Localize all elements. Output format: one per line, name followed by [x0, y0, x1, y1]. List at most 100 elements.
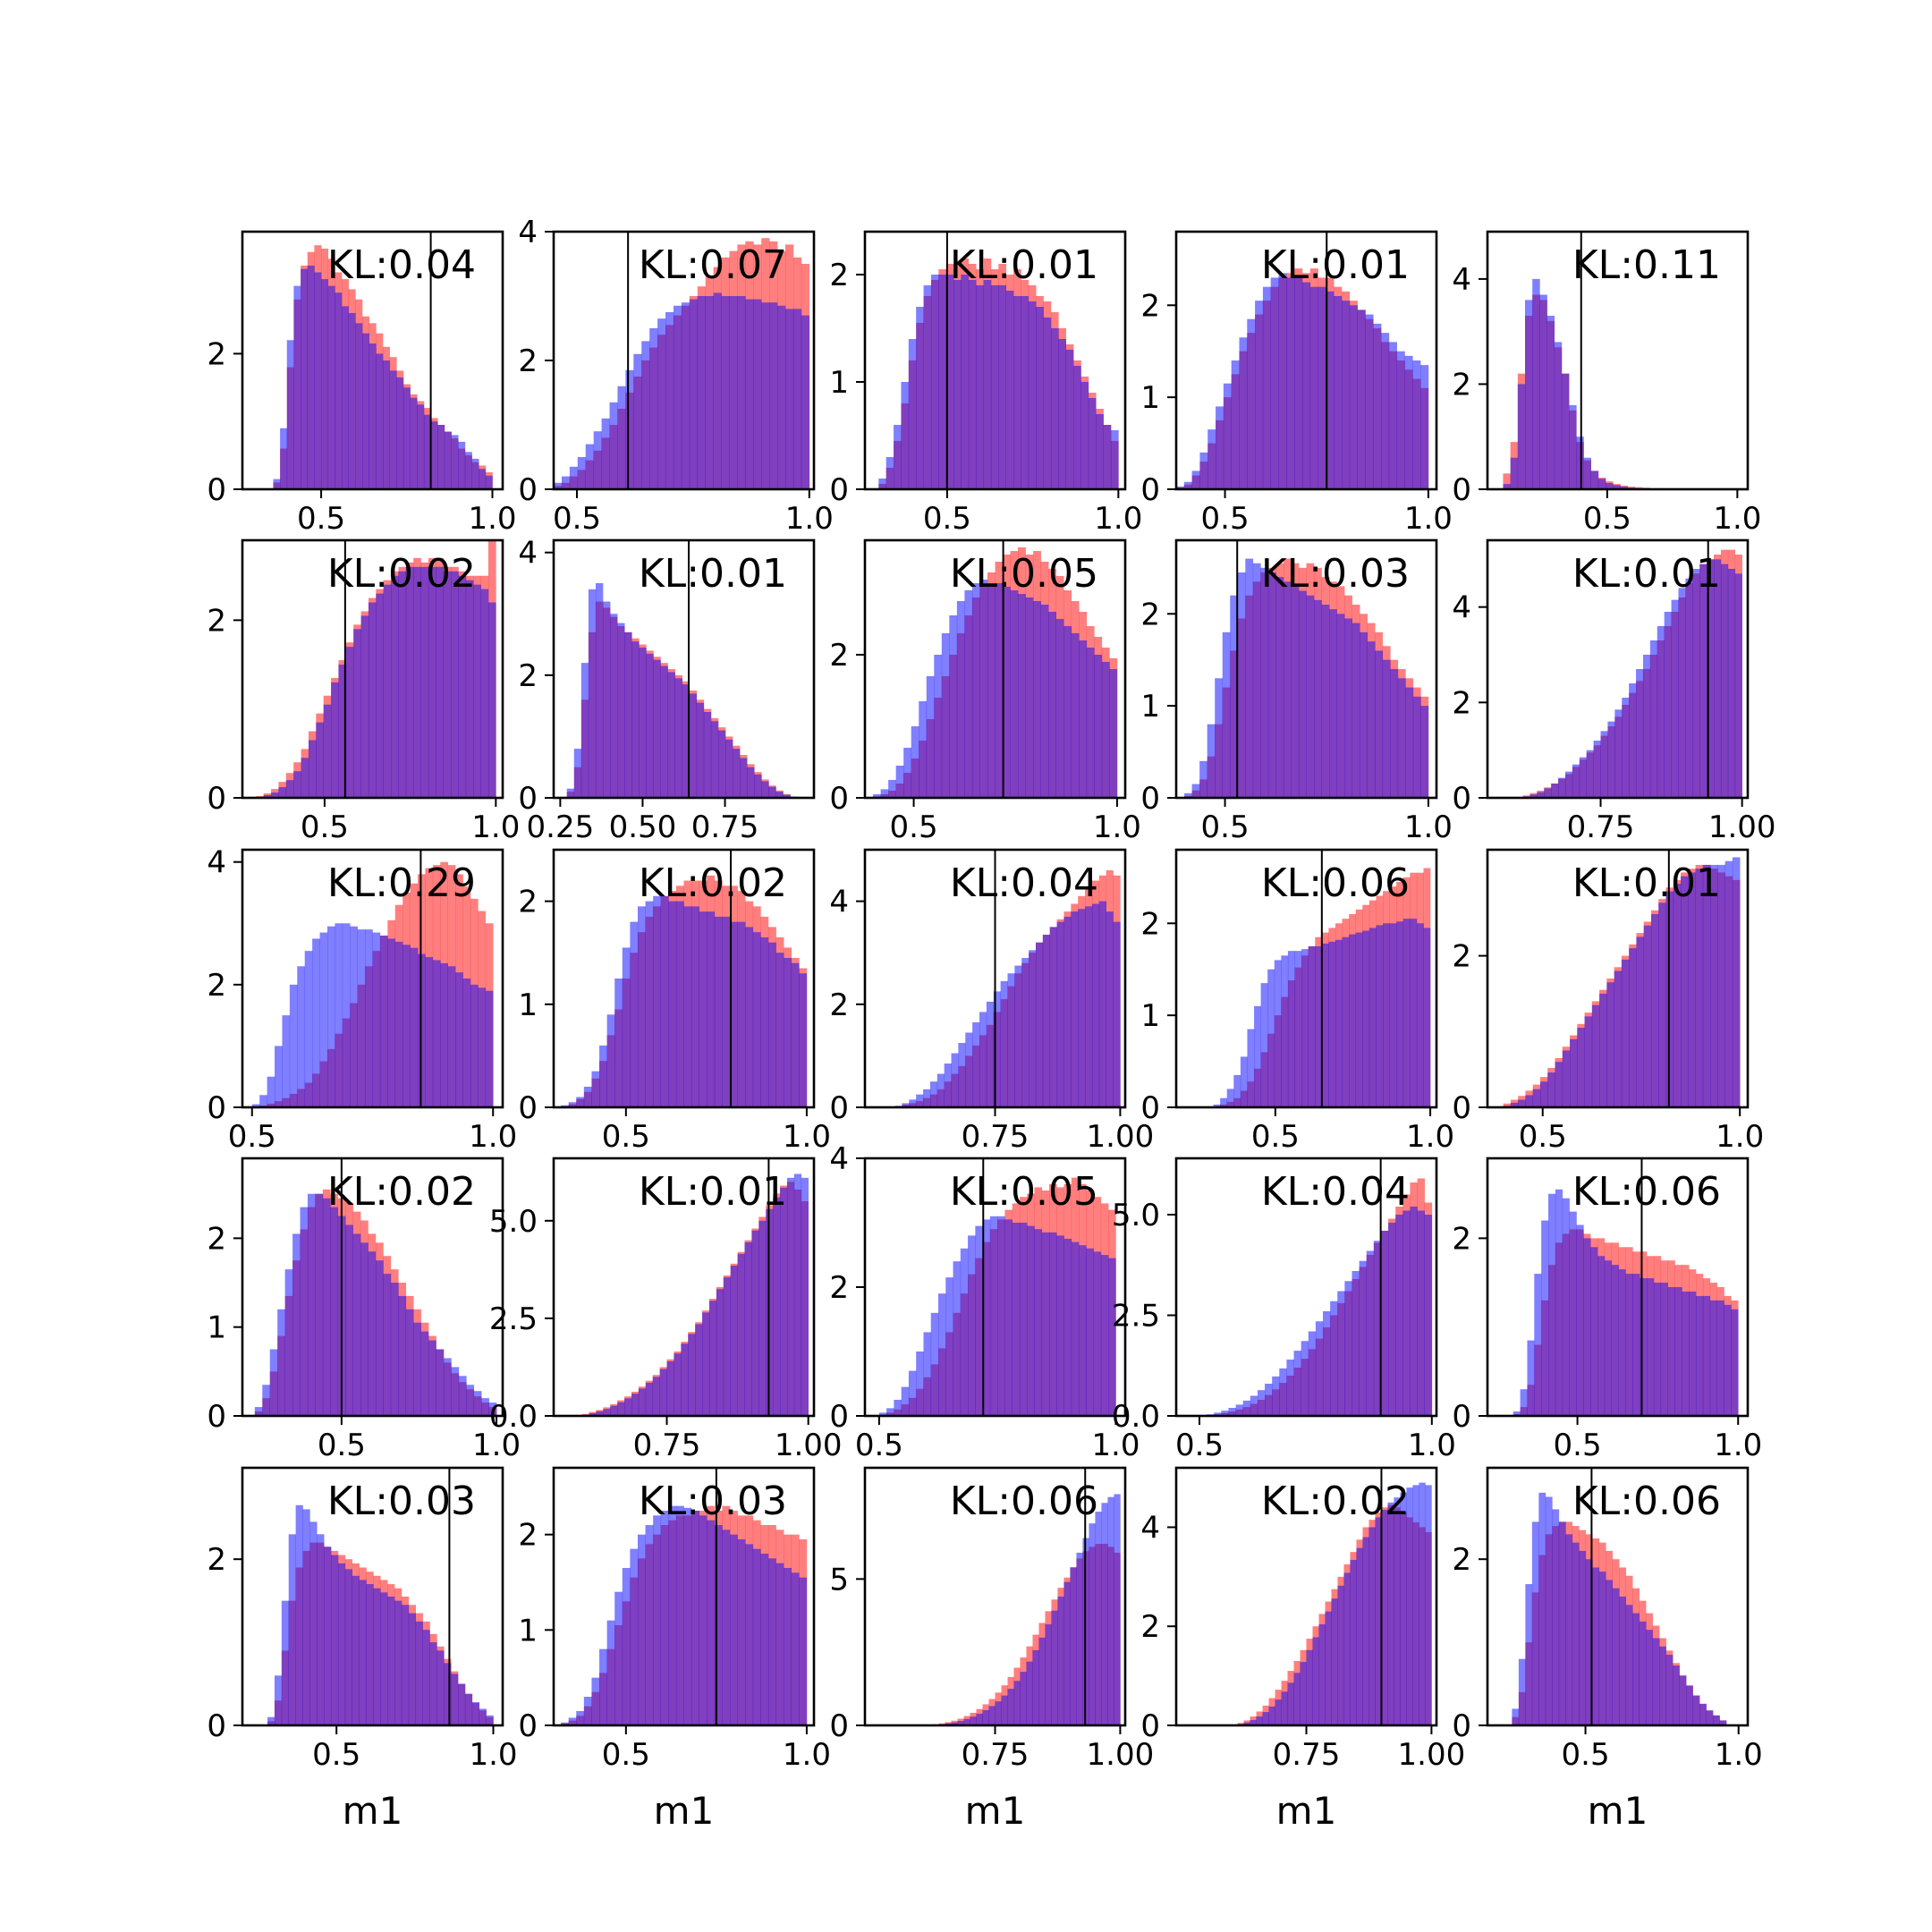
histogram-bar-blue [1335, 939, 1343, 1107]
x-axis-label: m1 [965, 1789, 1026, 1833]
histogram-bar-blue [368, 1251, 377, 1416]
subplot-r3-c4: 0.5 1.0 0 2 KL:0.06 [1452, 1157, 1762, 1463]
subplot-r3-c3: 0.5 1.0 0.0 2.5 5.0 KL:0.04 [1112, 1157, 1456, 1463]
histogram-bar-blue [1231, 360, 1240, 489]
histogram-bar-blue [1394, 1497, 1401, 1725]
histogram-bar-blue [1000, 980, 1008, 1107]
kl-annotation: KL:0.01 [639, 551, 787, 597]
plot-area [251, 850, 494, 1107]
y-tick-label: 0.0 [1112, 1399, 1160, 1435]
histogram-bar-blue [1381, 1510, 1388, 1725]
plot-area [273, 232, 493, 489]
histogram-bar-blue [637, 1534, 646, 1725]
histogram-bar-blue [259, 1095, 267, 1107]
histogram-bar-blue [1674, 1287, 1682, 1416]
histogram-bar-blue [791, 1572, 800, 1725]
histogram-bar-blue [773, 1197, 781, 1416]
histogram-bar-blue [1079, 640, 1088, 798]
histogram-bar-blue [1294, 277, 1303, 489]
histogram-bar-blue [1191, 784, 1200, 798]
histogram-bar-blue [1048, 612, 1057, 798]
histogram-bar-blue [622, 947, 631, 1107]
histogram-bar-blue [591, 1677, 600, 1725]
y-tick-label: 4 [1452, 262, 1471, 298]
histogram-bar-blue [1657, 626, 1665, 798]
histogram-bar-blue [1228, 1408, 1236, 1416]
x-tick-label: 0.5 [1201, 501, 1250, 537]
histogram-bar-blue [362, 333, 369, 489]
histogram-bar-blue [768, 786, 776, 798]
y-tick-label: 1 [1140, 689, 1160, 724]
histogram-bar-blue [1402, 1210, 1411, 1416]
histogram-bar-blue [573, 749, 582, 798]
x-tick-label: 1.0 [468, 501, 516, 537]
axes-frame [1174, 1157, 1438, 1418]
histogram-bar-blue [1079, 1245, 1087, 1416]
histogram-bar-blue [666, 1360, 674, 1416]
subplot-r2-c4: 0.5 1.0 0 2 KL:0.01 [1452, 848, 1764, 1155]
histogram-bar-blue [631, 1394, 640, 1416]
plot-area [554, 232, 810, 489]
histogram-bar-blue [722, 916, 731, 1107]
x-tick-label: 0.5 [1201, 809, 1250, 845]
histogram-bar-blue [1558, 777, 1566, 798]
histogram-bar-blue [398, 1295, 407, 1416]
histogram-bar-blue [444, 1663, 452, 1725]
histogram-bar-blue [479, 469, 487, 489]
histogram-bar-blue [1513, 1411, 1521, 1416]
histogram-bar-blue [595, 583, 604, 798]
histogram-bar-blue [1375, 1517, 1382, 1725]
histogram-bar-blue [1699, 564, 1707, 798]
plot-area [1503, 850, 1741, 1107]
histogram-bar-blue [1424, 1215, 1433, 1416]
histogram-bar-blue [649, 328, 658, 489]
histogram-bar-blue [653, 659, 661, 798]
histogram-bar-blue [1692, 1695, 1700, 1725]
plot-area [267, 1468, 494, 1725]
histogram-bar-blue [580, 663, 589, 798]
histogram-bar-blue [1243, 1722, 1250, 1725]
histogram-bar-blue [1673, 884, 1682, 1107]
histogram-bar-blue [908, 339, 917, 489]
histogram-bar-blue [425, 957, 434, 1107]
histogram-bar-blue [330, 1207, 339, 1416]
histogram-bar-blue [408, 1613, 417, 1725]
histogram-bar-blue [1215, 678, 1224, 798]
histogram-bar-blue [1622, 698, 1630, 798]
histogram-bar-blue [1286, 1360, 1294, 1416]
histogram-bar-blue [997, 1216, 1005, 1416]
histogram-bar-blue [487, 602, 496, 798]
x-tick-label: 0.5 [228, 1119, 276, 1155]
histogram-bar-blue [1570, 1038, 1578, 1107]
x-tick-label: 1.0 [1094, 501, 1142, 537]
x-tick-label: 1.00 [1087, 1119, 1155, 1155]
histogram-bar-blue [653, 895, 662, 1107]
histogram-bar-blue [331, 682, 339, 798]
histogram-bar-blue [1088, 398, 1097, 489]
y-tick-label: 0 [829, 472, 849, 508]
histogram-bar-blue [1344, 1281, 1352, 1416]
histogram-bar-blue [1270, 277, 1279, 489]
histogram-bar-blue [1688, 872, 1696, 1107]
histogram-bar-blue [1250, 1719, 1257, 1725]
histogram-bar-blue [1569, 404, 1577, 489]
histogram-bar-blue [1256, 1716, 1263, 1725]
x-tick-label: 0.75 [1567, 809, 1635, 845]
histogram-bar-blue [1330, 1301, 1338, 1416]
axes-frame [1174, 848, 1438, 1109]
histogram-bar-blue [324, 1546, 332, 1725]
histogram-bar-blue [1314, 599, 1322, 798]
histogram-bar-blue [1658, 902, 1666, 1107]
histogram-bar-blue [737, 1253, 745, 1416]
histogram-bar-blue [1389, 923, 1397, 1107]
histogram-bar-blue [345, 1224, 353, 1416]
plot-area [878, 1158, 1116, 1416]
histogram-bar-blue [1275, 1699, 1282, 1725]
histogram-bar-blue [315, 1193, 324, 1416]
subplot-r0-c1: 0.5 1.0 0 2 4 KL:0.07 [518, 215, 833, 537]
histogram-bar-blue [1664, 612, 1672, 798]
histogram-bar-blue [689, 693, 698, 798]
histogram-bar-blue [1257, 1390, 1266, 1416]
histogram-bar-blue [752, 932, 761, 1107]
histogram-bar-blue [610, 1405, 618, 1416]
